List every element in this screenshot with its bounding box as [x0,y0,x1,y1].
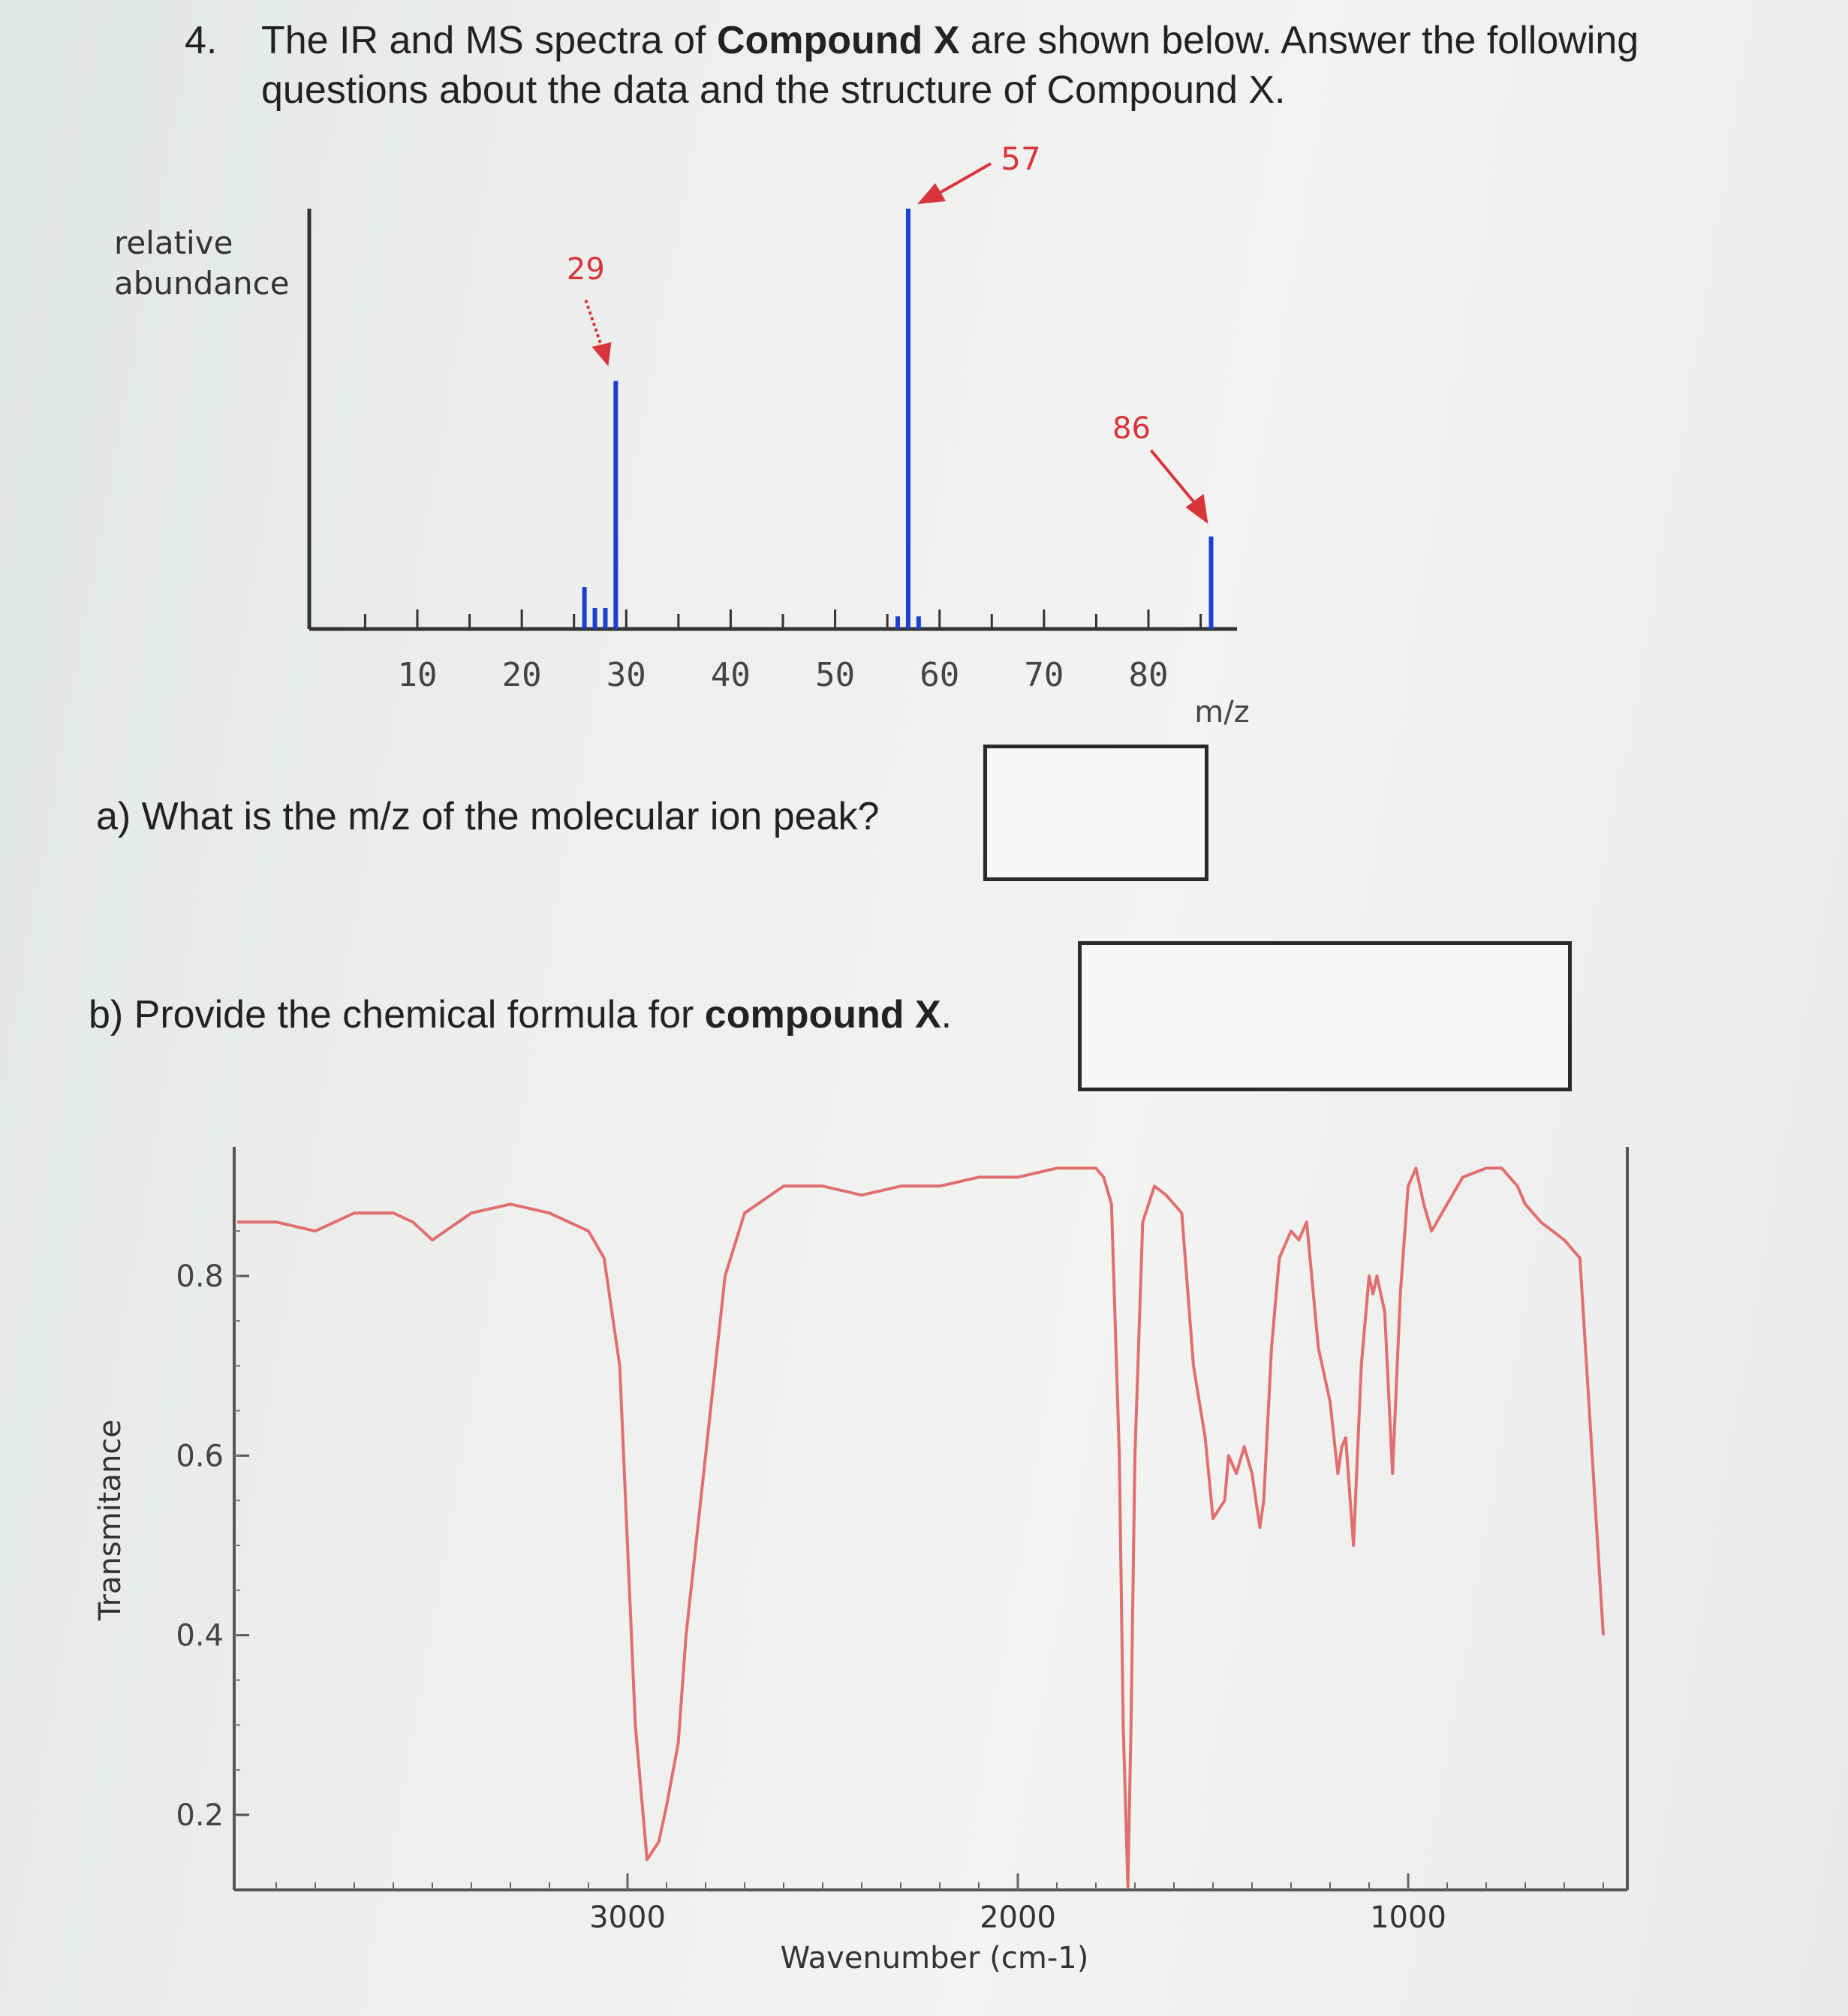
ms-annotation-label: 29 [567,252,605,287]
ir-y-tick-label: 0.8 [176,1259,224,1294]
ms-x-tick-label: 60 [919,656,959,694]
ms-x-tick-label: 30 [606,656,646,694]
ms-annotation-arrow-line [1149,449,1196,504]
ms-annotation-arrowhead [591,342,612,366]
ir-x-tick-label: 1000 [1370,1900,1446,1935]
ir-x-tick-label: 3000 [589,1900,666,1935]
ir-x-tick-label: 2000 [980,1900,1056,1935]
ms-x-tick-label: 40 [711,656,751,694]
question-number: 4. [185,19,218,62]
ir-y-axis-label: Transmitance [93,1419,128,1621]
ms-x-axis-label: m/z [1194,695,1249,730]
chemical-formula-answer-box[interactable] [1078,941,1572,1091]
ms-x-tick-label: 80 [1129,656,1169,694]
ms-annotation-arrowhead [916,183,946,204]
part-b-question: b) Provide the chemical formula for comp… [89,993,953,1037]
question-line-2: questions about the data and the structu… [261,68,1286,112]
ms-annotation-label: 86 [1112,411,1151,446]
molecular-ion-answer-box[interactable] [983,745,1208,881]
question-line-1: The IR and MS spectra of Compound X are … [261,19,1639,62]
ms-annotation-arrowhead [1185,494,1208,524]
ms-annotation-arrow-line [937,162,992,195]
part-a-question: a) What is the m/z of the molecular ion … [96,795,880,838]
ir-x-axis-label: Wavenumber (cm-1) [781,1941,1089,1975]
ir-y-tick-label: 0.4 [176,1619,224,1653]
ms-y-axis-label-line1: relative [114,224,233,261]
ir-y-tick-label: 0.2 [176,1798,224,1833]
ms-x-tick-label: 20 [502,656,542,694]
ms-x-tick-label: 10 [398,656,438,694]
ms-y-axis-label-line2: abundance [114,265,290,302]
ir-transmittance-line [237,1166,1605,1888]
ms-x-tick-label: 50 [815,656,855,694]
ir-y-tick-label: 0.6 [176,1439,224,1473]
ms-annotation-label: 57 [1001,140,1040,177]
ms-x-tick-label: 70 [1024,656,1064,694]
